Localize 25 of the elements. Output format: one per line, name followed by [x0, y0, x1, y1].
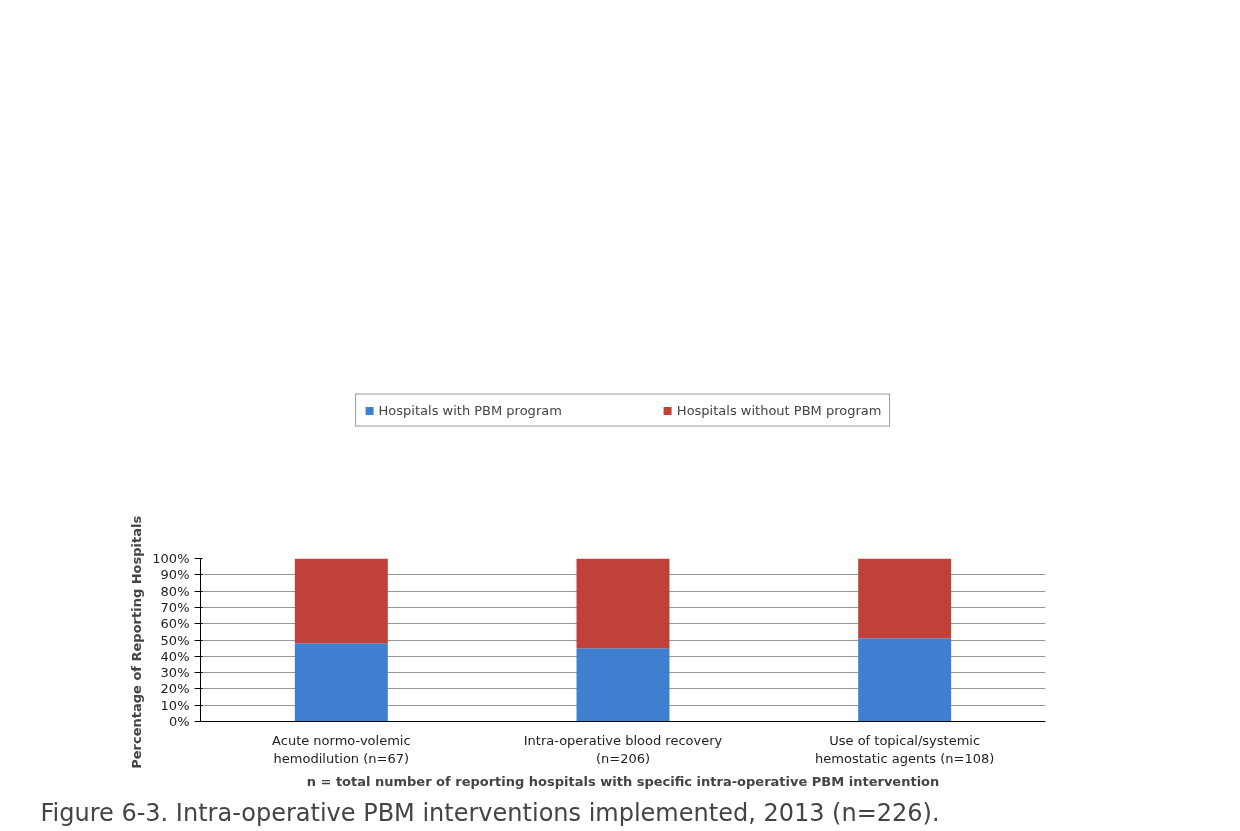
bar — [858, 558, 952, 639]
bar — [576, 558, 670, 649]
y-tick-label: 20% — [160, 681, 190, 697]
y-tick-label: 40% — [160, 648, 190, 664]
x-axis-title: n = total number of reporting hospitals with specific intra-operative PBM intervention — [306, 773, 940, 789]
y-tick-label: 60% — [160, 616, 190, 632]
y-tick-label: 70% — [160, 599, 190, 615]
x-tick-label: Use of topical/systemic hemostatic agents (n=108) — [815, 732, 995, 766]
y-tick-label: 30% — [160, 665, 190, 681]
y-tick-label: 80% — [160, 583, 190, 599]
x-tick-label: Acute normo-volemic hemodilution (n=67) — [272, 732, 411, 766]
y-tick-label: 10% — [160, 697, 190, 713]
y-axis-title: Percentage of Reporting Hospitals — [129, 515, 145, 769]
legend-label: Hospitals without PBM program — [676, 402, 882, 418]
bar — [858, 638, 952, 722]
text: Figure 6-3. Intra-operative PBM interventions implemented, 2013 (n=226). — [40, 798, 940, 827]
y-tick-label: 90% — [160, 567, 190, 583]
y-tick-label: 50% — [160, 632, 190, 648]
x-tick-label: Intra-operative blood recovery (n=206) — [523, 732, 723, 766]
y-tick-label: 0% — [168, 714, 190, 729]
bar — [294, 643, 388, 722]
y-tick-label: 100% — [152, 551, 190, 566]
bar — [294, 558, 388, 644]
legend-label: Hospitals with PBM program — [378, 402, 562, 418]
bar — [576, 648, 670, 722]
